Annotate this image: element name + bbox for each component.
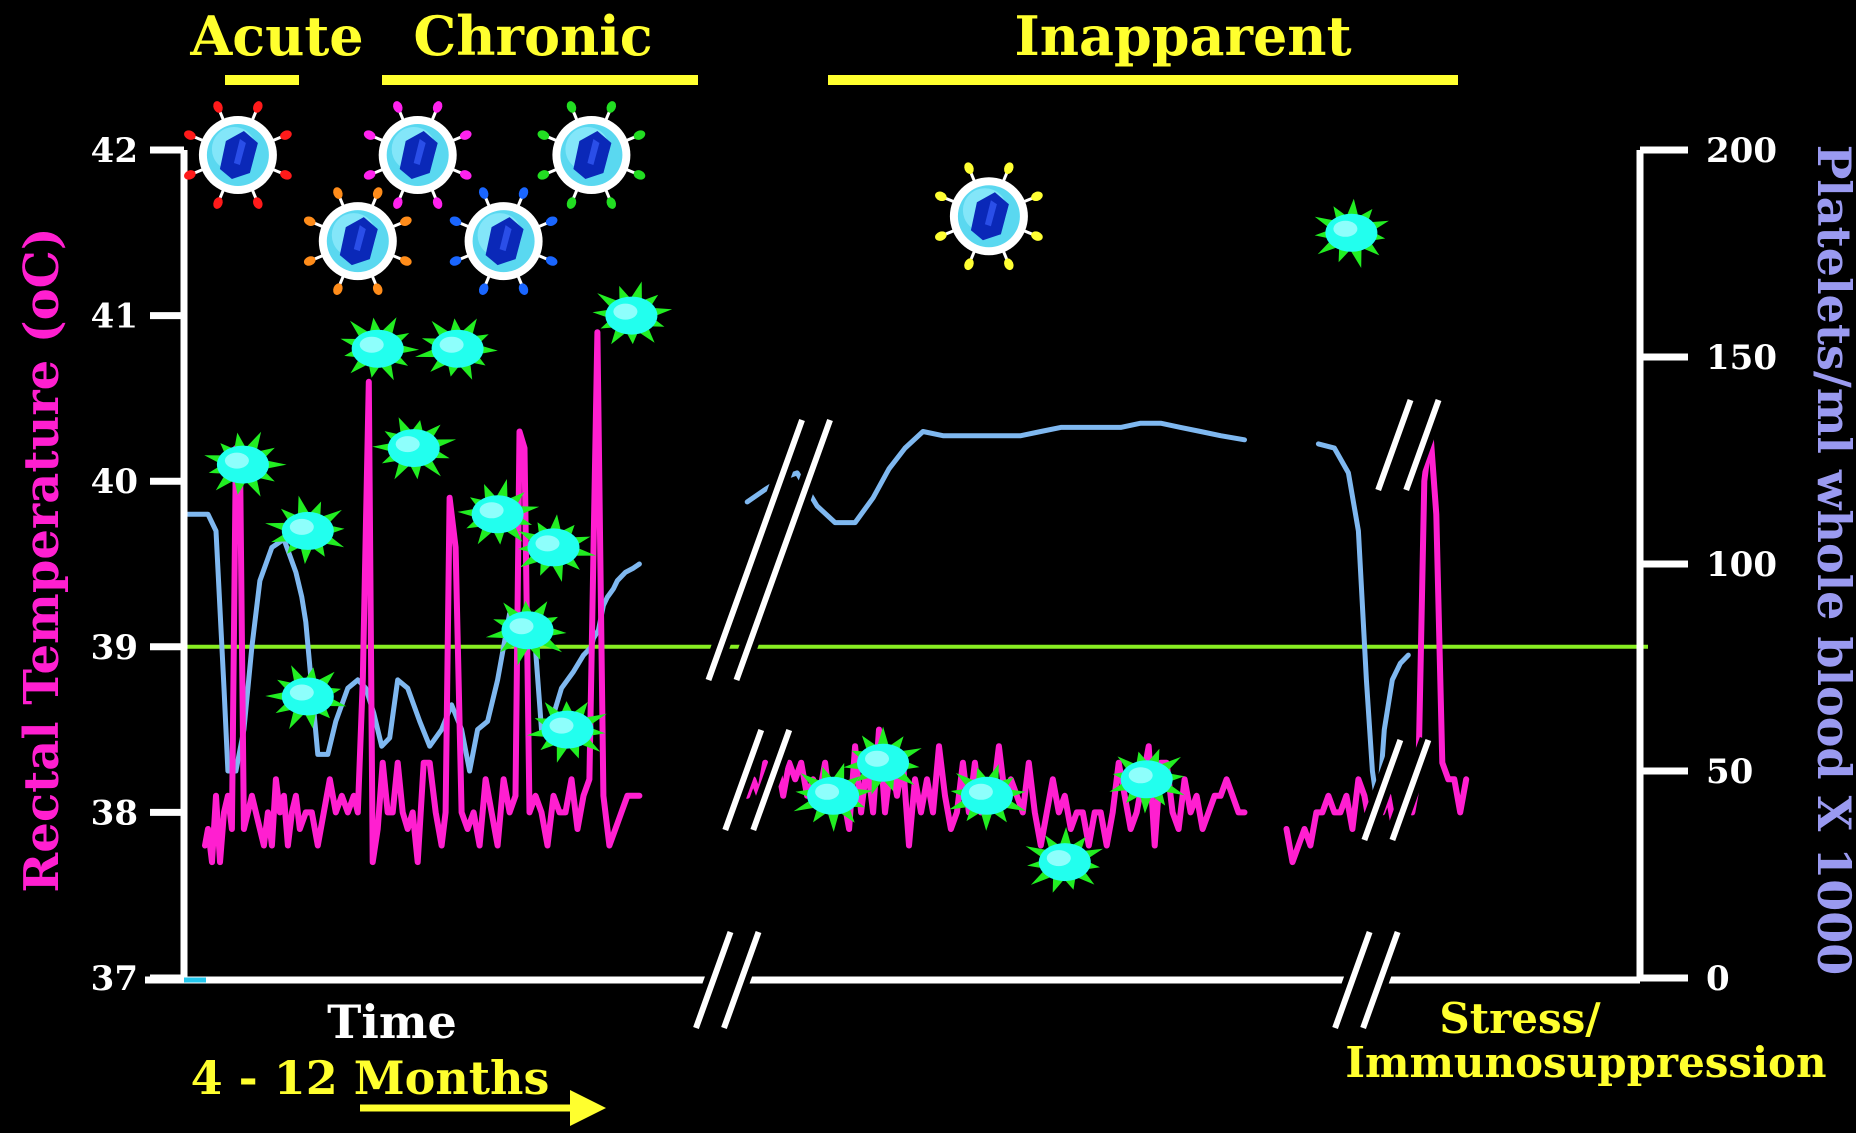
phase-inapparent: Inapparent — [828, 4, 1458, 85]
temperature-line-segment-0 — [202, 329, 643, 866]
axis-breaks-layer — [687, 396, 1448, 1032]
phase-label-acute: Acute — [189, 4, 363, 68]
virus-particle-icon — [184, 101, 292, 209]
left-tick-label-40: 40 — [91, 462, 138, 502]
right-tick-label-150: 150 — [1706, 338, 1777, 378]
axis-break-icon-x-0 — [687, 928, 768, 1032]
platelet-icon — [843, 726, 922, 795]
phase-label-chronic: Chronic — [413, 4, 652, 68]
right-tick-label-0: 0 — [1706, 959, 1730, 999]
virus-particle-icon — [935, 162, 1043, 271]
phase-acute: Acute — [189, 4, 364, 85]
virus-particle-icon — [537, 101, 646, 209]
platelet-icon — [457, 479, 540, 545]
platelet-icon — [204, 431, 287, 497]
platelet-icon — [949, 764, 1027, 831]
axis-break-icon-x-1 — [1326, 928, 1407, 1032]
platelet-icon — [793, 762, 873, 832]
platelet-icon — [517, 514, 596, 582]
phase-chronic: Chronic — [382, 4, 698, 85]
right-tick-label-100: 100 — [1706, 545, 1777, 585]
virus-particle-icon — [363, 101, 472, 209]
x-label-stress: Stress/ — [1439, 994, 1601, 1043]
virus-particle-icon — [303, 187, 412, 295]
markers-layer — [184, 101, 1389, 893]
platelet-icon — [526, 701, 607, 763]
platelet-icon — [340, 317, 420, 381]
platelet-icon — [372, 417, 457, 480]
platelet-icon — [265, 665, 347, 730]
left-axis-title: Rectal Temperature (oC) — [14, 227, 70, 892]
platelet-line-segment-2 — [1315, 441, 1411, 815]
left-tick-label-42: 42 — [91, 131, 138, 171]
x-label-months: 4 - 12 Months — [191, 1051, 550, 1105]
platelet-icon — [592, 281, 673, 345]
platelet-icon — [1314, 198, 1389, 268]
x-label-immunosuppression: Immunosuppression — [1345, 1038, 1826, 1087]
platelet-icon — [415, 318, 498, 380]
right-tick-label-200: 200 — [1706, 131, 1777, 171]
axis-break-icon-platelets-0 — [699, 416, 839, 684]
right-tick-label-50: 50 — [1706, 752, 1753, 792]
arrow-right-icon — [360, 1090, 606, 1126]
platelet-line-segment-1 — [744, 420, 1247, 526]
left-tick-label-38: 38 — [91, 793, 138, 833]
virus-particle-icon — [449, 187, 558, 295]
x-label-time: Time — [327, 995, 457, 1049]
right-axis-title: Platelets/ml whole blood X 1000 — [1807, 145, 1856, 976]
platelet-icon — [1025, 827, 1103, 893]
left-tick-label-41: 41 — [91, 297, 138, 337]
left-tick-label-39: 39 — [91, 628, 138, 668]
platelet-icon — [265, 495, 345, 565]
phase-label-inapparent: Inapparent — [1014, 4, 1351, 68]
left-tick-label-37: 37 — [91, 959, 138, 999]
axis-break-icon-temperature-1 — [1355, 736, 1437, 844]
axis-break-icon-temperature-0 — [716, 726, 798, 834]
axis-break-icon-platelets-1 — [1369, 396, 1448, 494]
axes-layer: 37 38 39 40 41 42 0 50 100 150 200 — [91, 131, 1777, 999]
platelet-icon — [485, 600, 567, 666]
platelet-icon — [1109, 748, 1185, 814]
